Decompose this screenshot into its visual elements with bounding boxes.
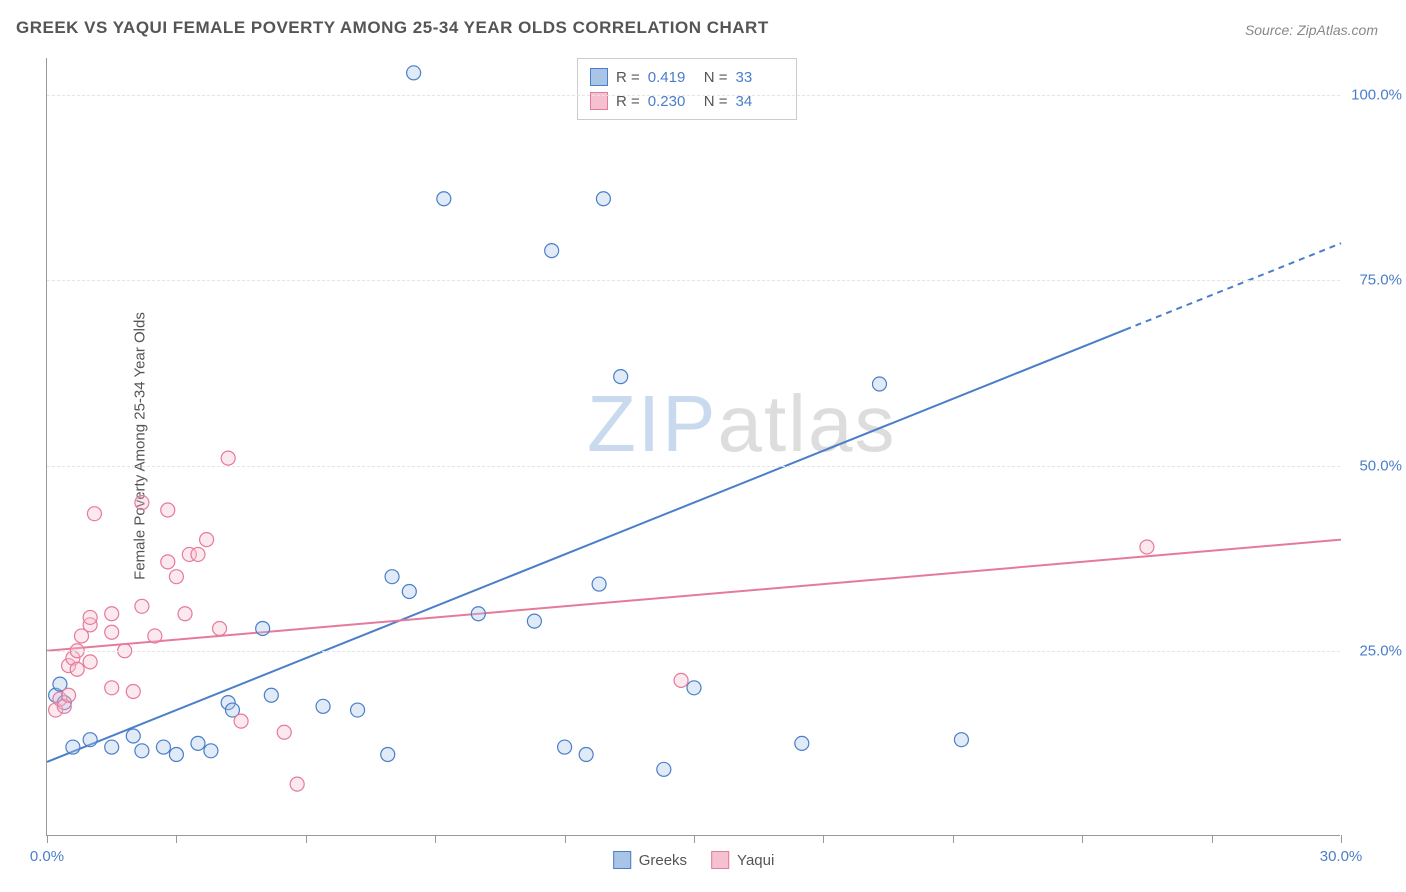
r-label: R = <box>616 69 640 86</box>
x-tick-label: 30.0% <box>1320 848 1363 865</box>
x-tick <box>823 835 824 843</box>
legend-swatch-greeks-icon <box>613 851 631 869</box>
data-point <box>316 699 330 713</box>
data-point <box>234 714 248 728</box>
x-tick <box>694 835 695 843</box>
data-point <box>83 733 97 747</box>
data-point <box>558 740 572 754</box>
r-value-greeks: 0.419 <box>648 69 696 86</box>
gridline <box>47 280 1340 281</box>
gridline <box>47 95 1340 96</box>
series-legend: Greeks Yaqui <box>613 851 775 869</box>
data-point <box>148 629 162 643</box>
data-point <box>381 747 395 761</box>
legend-label-yaqui: Yaqui <box>737 852 774 869</box>
data-point <box>592 577 606 591</box>
data-point <box>135 599 149 613</box>
data-point <box>126 685 140 699</box>
data-point <box>70 662 84 676</box>
x-tick-label: 0.0% <box>30 848 64 865</box>
data-point <box>221 451 235 465</box>
data-point <box>687 681 701 695</box>
data-point <box>385 570 399 584</box>
data-point <box>135 744 149 758</box>
y-tick-label: 50.0% <box>1359 457 1402 474</box>
data-point <box>545 244 559 258</box>
data-point <box>105 607 119 621</box>
data-point <box>437 192 451 206</box>
x-tick <box>435 835 436 843</box>
x-tick <box>953 835 954 843</box>
y-tick-label: 75.0% <box>1359 272 1402 289</box>
correlation-legend: R = 0.419 N = 33 R = 0.230 N = 34 <box>577 58 797 120</box>
gridline <box>47 651 1340 652</box>
data-point <box>264 688 278 702</box>
data-point <box>66 740 80 754</box>
data-point <box>169 570 183 584</box>
data-point <box>596 192 610 206</box>
legend-row-greeks: R = 0.419 N = 33 <box>590 65 784 89</box>
legend-item-yaqui: Yaqui <box>711 851 774 869</box>
data-point <box>62 688 76 702</box>
data-point <box>674 673 688 687</box>
gridline <box>47 466 1340 467</box>
legend-row-yaqui: R = 0.230 N = 34 <box>590 89 784 113</box>
data-point <box>105 740 119 754</box>
data-point <box>83 655 97 669</box>
data-point <box>527 614 541 628</box>
x-tick <box>1341 835 1342 843</box>
n-value-greeks: 33 <box>736 69 784 86</box>
data-point <box>256 622 270 636</box>
legend-swatch-yaqui-icon <box>711 851 729 869</box>
data-point <box>200 533 214 547</box>
source-attribution: Source: ZipAtlas.com <box>1245 22 1378 38</box>
data-point <box>402 584 416 598</box>
legend-swatch-greeks <box>590 68 608 86</box>
x-tick <box>1082 835 1083 843</box>
data-point <box>795 736 809 750</box>
data-point <box>169 747 183 761</box>
chart-svg <box>47 58 1340 835</box>
data-point <box>87 507 101 521</box>
data-point <box>178 607 192 621</box>
x-tick <box>565 835 566 843</box>
y-tick-label: 25.0% <box>1359 642 1402 659</box>
legend-item-greeks: Greeks <box>613 851 687 869</box>
n-label: N = <box>704 69 728 86</box>
regression-line-extrapolated <box>1125 243 1341 329</box>
data-point <box>213 622 227 636</box>
data-point <box>407 66 421 80</box>
data-point <box>351 703 365 717</box>
y-tick-label: 100.0% <box>1351 87 1402 104</box>
data-point <box>290 777 304 791</box>
plot-area: ZIPatlas R = 0.419 N = 33 R = 0.230 N = … <box>46 58 1340 836</box>
data-point <box>161 555 175 569</box>
data-point <box>614 370 628 384</box>
regression-line <box>47 540 1341 651</box>
x-tick <box>306 835 307 843</box>
data-point <box>156 740 170 754</box>
data-point <box>83 610 97 624</box>
data-point <box>105 625 119 639</box>
data-point <box>204 744 218 758</box>
x-tick <box>176 835 177 843</box>
data-point <box>105 681 119 695</box>
data-point <box>277 725 291 739</box>
chart-title: GREEK VS YAQUI FEMALE POVERTY AMONG 25-3… <box>16 18 769 38</box>
data-point <box>135 496 149 510</box>
data-point <box>954 733 968 747</box>
data-point <box>657 762 671 776</box>
data-point <box>191 547 205 561</box>
data-point <box>161 503 175 517</box>
x-tick <box>47 835 48 843</box>
legend-label-greeks: Greeks <box>639 852 687 869</box>
data-point <box>579 747 593 761</box>
data-point <box>126 729 140 743</box>
data-point <box>1140 540 1154 554</box>
data-point <box>872 377 886 391</box>
data-point <box>191 736 205 750</box>
data-point <box>471 607 485 621</box>
x-tick <box>1212 835 1213 843</box>
